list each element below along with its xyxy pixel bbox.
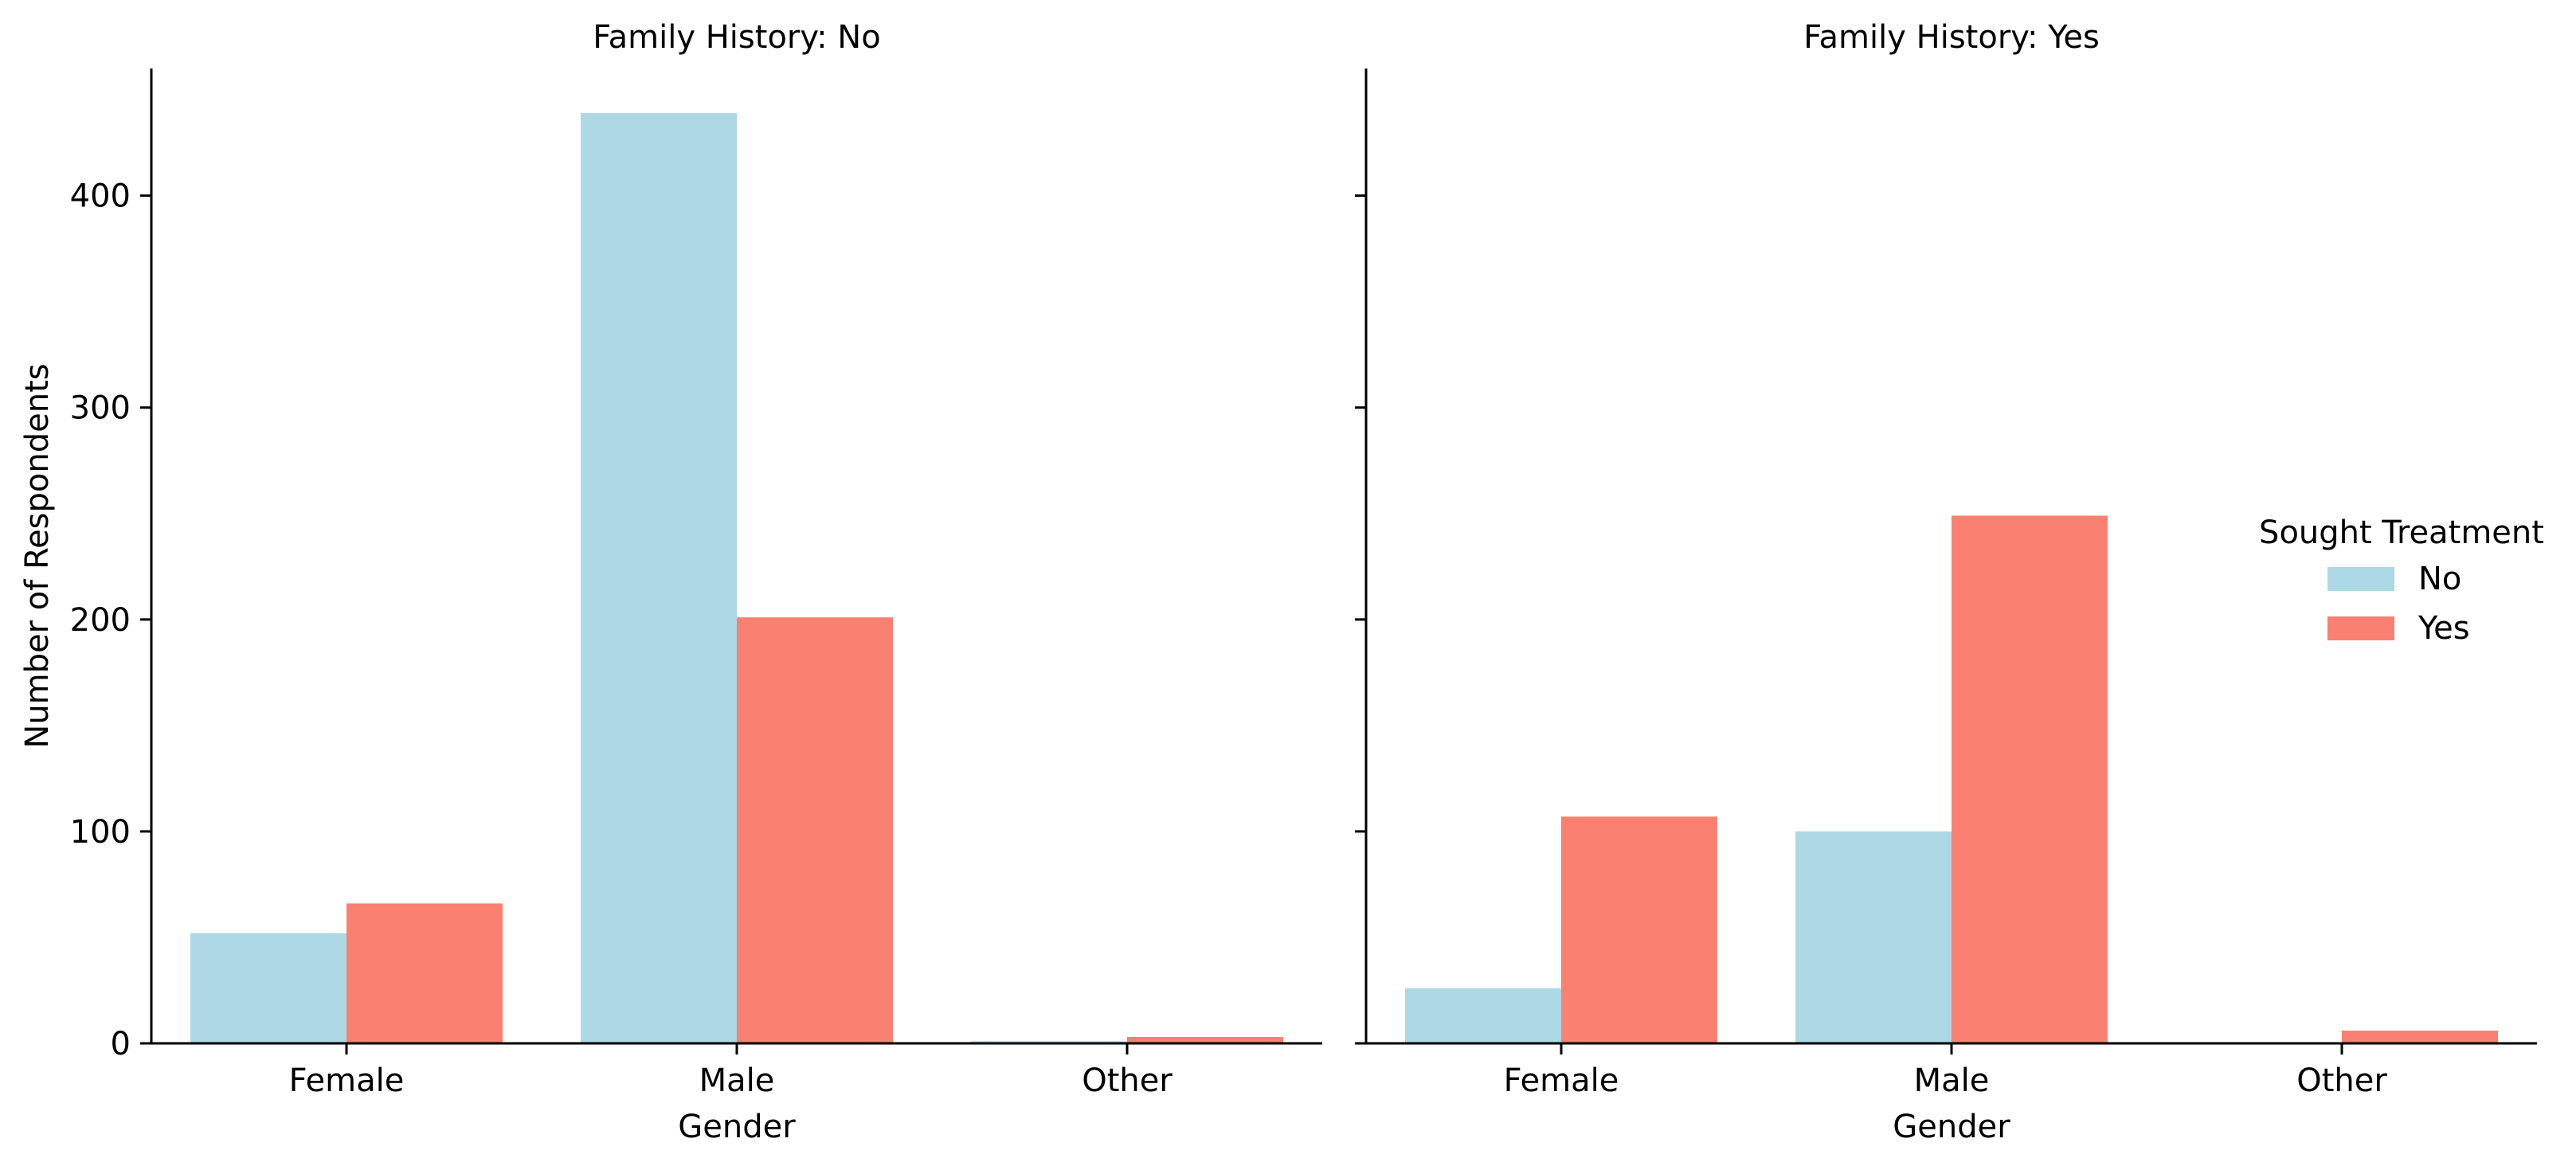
bar-male-yes (1952, 515, 2108, 1043)
bar-male-yes (737, 617, 893, 1043)
y-tick-label: 400 (70, 178, 131, 215)
bar-female-yes (346, 903, 503, 1043)
bar-female-yes (1561, 816, 1717, 1043)
y-tick-label: 300 (70, 390, 131, 427)
x-tick-label: Female (289, 1062, 405, 1099)
bar-male-no (1795, 831, 1952, 1043)
y-tick-label: 0 (111, 1026, 131, 1062)
x-axis-label: Gender (1893, 1109, 2010, 1145)
legend-title: Sought Treatment (2259, 515, 2544, 551)
x-tick-label: Female (1504, 1062, 1619, 1099)
legend-label-no: No (2418, 561, 2461, 597)
panel-title: Family History: No (593, 19, 880, 56)
x-axis-label: Gender (678, 1109, 796, 1145)
legend-swatch-yes (2327, 616, 2394, 640)
y-axis-label: Number of Respondents (19, 363, 56, 748)
y-tick-label: 100 (70, 814, 131, 851)
bar-female-no (190, 933, 346, 1043)
y-tick-label: 200 (70, 602, 131, 639)
x-tick-label: Male (699, 1062, 775, 1099)
x-tick-label: Male (1914, 1062, 1990, 1099)
legend-swatch-no (2327, 567, 2394, 591)
legend-label-yes: Yes (2417, 610, 2470, 647)
bar-male-no (581, 112, 737, 1043)
bar-other-yes (2342, 1031, 2498, 1043)
bar-other-yes (1127, 1037, 1283, 1043)
bar-female-no (1405, 988, 1561, 1043)
panel-title: Family History: Yes (1803, 19, 2100, 56)
x-tick-label: Other (1082, 1062, 1173, 1099)
x-tick-label: Other (2296, 1062, 2387, 1099)
